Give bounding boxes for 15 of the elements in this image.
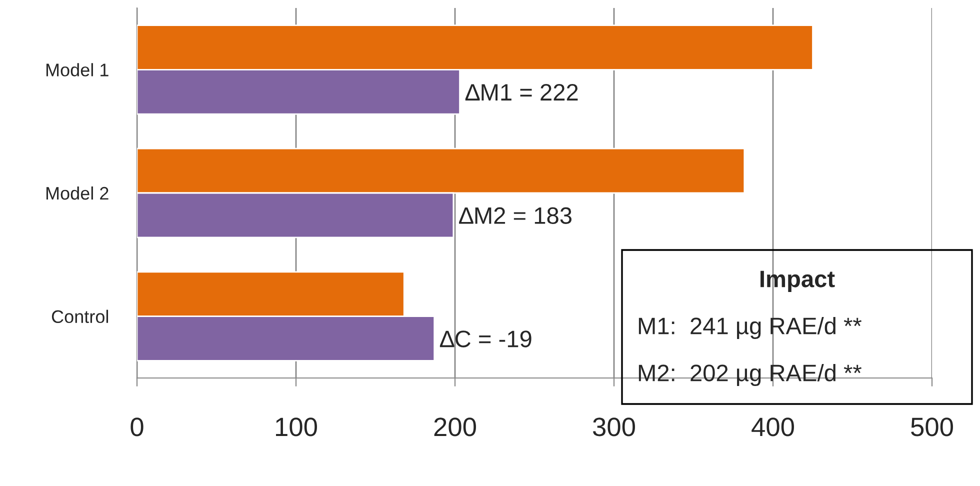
y-tick-label: Control <box>52 310 108 324</box>
annotation: M2: 202 µg RAE/d ** <box>638 364 862 386</box>
annotation: Impact <box>760 270 835 292</box>
annotation: M1: 241 µg RAE/d ** <box>638 316 862 340</box>
y-tick-label: Model 2 <box>46 186 108 200</box>
x-tick-label: 0 <box>130 418 144 436</box>
y-tick-label: Model 1 <box>46 63 108 76</box>
x-tick-label: 500 <box>911 418 953 436</box>
x-tick-label: 400 <box>752 418 794 436</box>
annotation: ∆M2 = 183 <box>459 207 572 224</box>
annotation: ∆M1 = 222 <box>465 84 578 100</box>
x-tick-label: 300 <box>592 418 635 436</box>
annotation: ∆C = -19 <box>440 330 532 348</box>
x-tick-label: 200 <box>434 418 476 436</box>
x-tick-label: 100 <box>276 418 317 436</box>
